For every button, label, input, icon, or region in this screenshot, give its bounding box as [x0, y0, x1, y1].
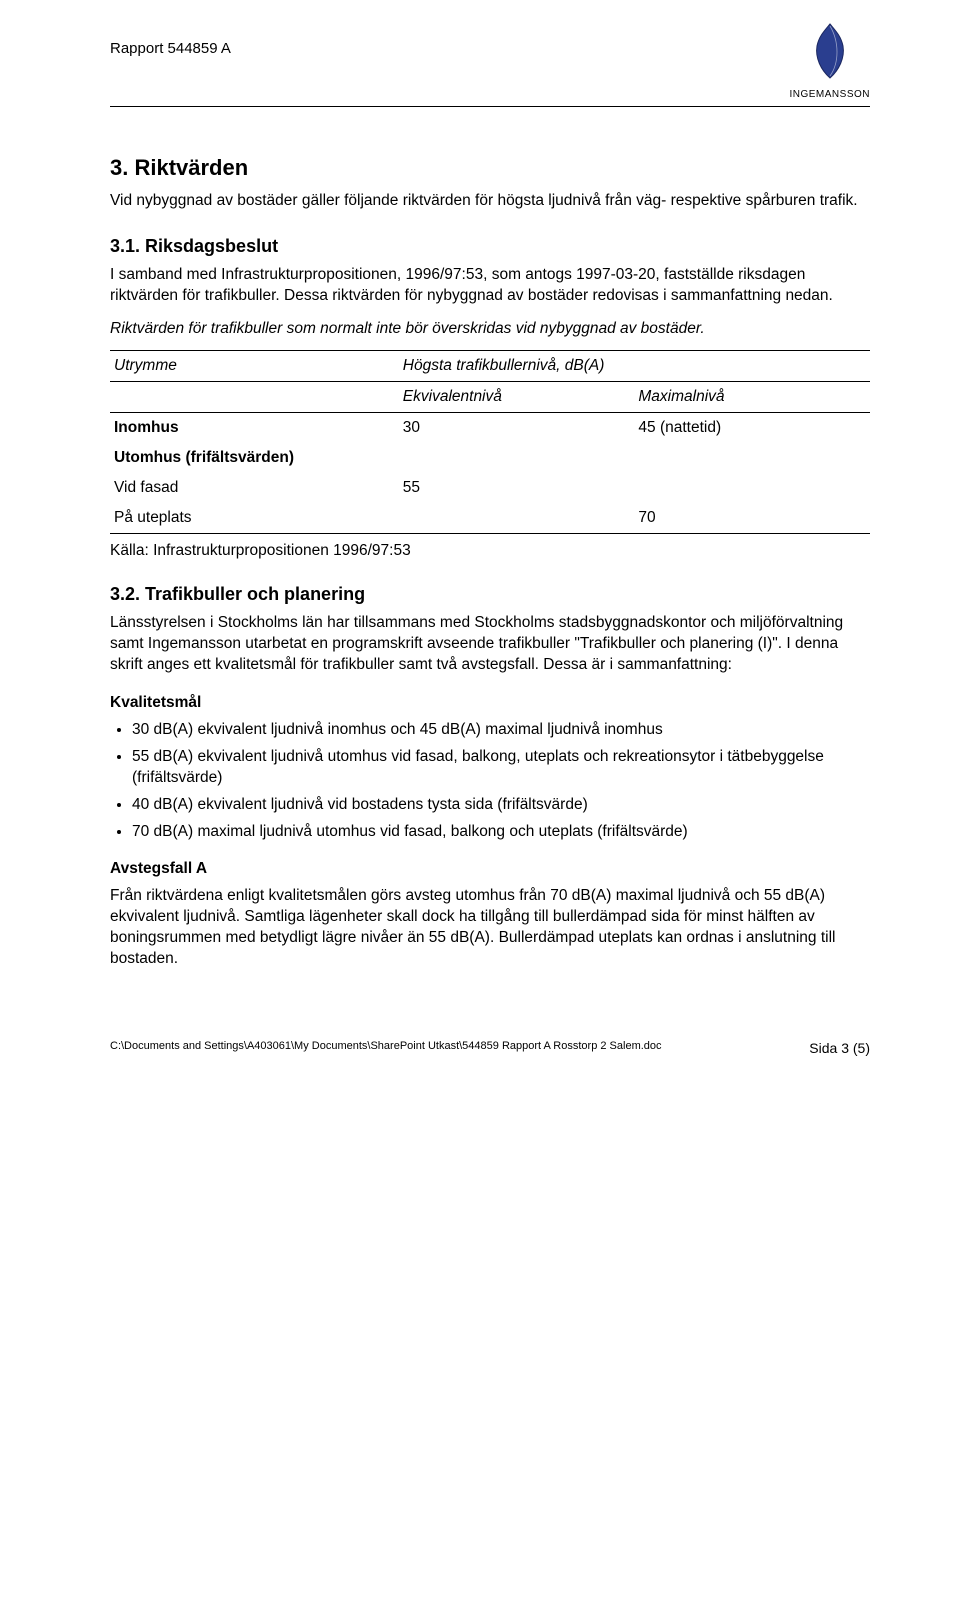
- report-id: Rapport 544859 A: [110, 40, 231, 57]
- td-uteplats-label: På uteplats: [110, 503, 399, 534]
- td-uteplats-max: 70: [634, 503, 870, 534]
- section-3-1-paragraph-1: I samband med Infrastrukturpropositionen…: [110, 265, 870, 307]
- list-item: 70 dB(A) maximal ljudnivå utomhus vid fa…: [132, 822, 870, 843]
- th-maximal: Maximalnivå: [634, 381, 870, 412]
- page-header: Rapport 544859 A INGEMANSSON: [110, 40, 870, 107]
- td-inomhus-label: Inomhus: [110, 412, 399, 443]
- brand-name: INGEMANSSON: [789, 89, 870, 100]
- footer-path: C:\Documents and Settings\A403061\My Doc…: [110, 1040, 662, 1056]
- footer-page-number: Sida 3 (5): [809, 1040, 870, 1056]
- shell-icon: [807, 22, 853, 82]
- td-utomhus-max: [634, 443, 870, 473]
- section-3-2-paragraph-1: Länsstyrelsen i Stockholms län har tills…: [110, 613, 870, 676]
- section-3-1-paragraph-italic: Riktvärden för trafikbuller som normalt …: [110, 319, 870, 340]
- riktvaerden-table: Utrymme Högsta trafikbullernivå, dB(A) E…: [110, 350, 870, 534]
- list-item: 55 dB(A) ekvivalent ljudnivå utomhus vid…: [132, 747, 870, 789]
- table-row-utomhus: Utomhus (frifältsvärden): [110, 443, 870, 473]
- table-source: Källa: Infrastrukturpropositionen 1996/9…: [110, 542, 870, 560]
- td-vidfasad-ekv: 55: [399, 473, 635, 503]
- avstegsfall-a-heading: Avstegsfall A: [110, 859, 870, 880]
- td-vidfasad-label: Vid fasad: [110, 473, 399, 503]
- section-3-paragraph: Vid nybyggnad av bostäder gäller följand…: [110, 191, 870, 212]
- table-row-vidfasad: Vid fasad 55: [110, 473, 870, 503]
- brand-logo: INGEMANSSON: [789, 22, 870, 100]
- kvalitetsmaal-list: 30 dB(A) ekvivalent ljudnivå inomhus och…: [110, 720, 870, 843]
- section-3-1-title: 3.1. Riksdagsbeslut: [110, 236, 870, 257]
- th-ekvivalent: Ekvivalentnivå: [399, 381, 635, 412]
- table-header-row-1: Utrymme Högsta trafikbullernivå, dB(A): [110, 350, 870, 381]
- table-header-row-2: Ekvivalentnivå Maximalnivå: [110, 381, 870, 412]
- td-uteplats-ekv: [399, 503, 635, 534]
- td-vidfasad-max: [634, 473, 870, 503]
- list-item: 30 dB(A) ekvivalent ljudnivå inomhus och…: [132, 720, 870, 741]
- td-inomhus-max: 45 (nattetid): [634, 412, 870, 443]
- page-footer: C:\Documents and Settings\A403061\My Doc…: [110, 1040, 870, 1056]
- avstegsfall-a-paragraph: Från riktvärdena enligt kvalitetsmålen g…: [110, 886, 870, 970]
- td-inomhus-ekv: 30: [399, 412, 635, 443]
- table-row-uteplats: På uteplats 70: [110, 503, 870, 534]
- td-utomhus-ekv: [399, 443, 635, 473]
- th-hogsta: Högsta trafikbullernivå, dB(A): [399, 350, 870, 381]
- list-item: 40 dB(A) ekvivalent ljudnivå vid bostade…: [132, 795, 870, 816]
- kvalitetsmaal-heading: Kvalitetsmål: [110, 693, 870, 714]
- section-3-title: 3. Riktvärden: [110, 155, 870, 181]
- td-utomhus-label: Utomhus (frifältsvärden): [110, 443, 399, 473]
- th-utrymme: Utrymme: [110, 350, 399, 381]
- table-row-inomhus: Inomhus 30 45 (nattetid): [110, 412, 870, 443]
- th-empty: [110, 381, 399, 412]
- section-3-2-title: 3.2. Trafikbuller och planering: [110, 584, 870, 605]
